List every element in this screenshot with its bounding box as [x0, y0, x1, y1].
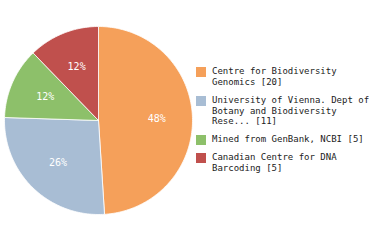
html-text:University of Vienna. Dept of: University of Vienna. Dept of Botany and… — [212, 94, 370, 127]
svg-text:48%: 48% — [148, 113, 166, 124]
html-text:Canadian Centre for DNA Barcod: Canadian Centre for DNA Barcoding [5] — [212, 152, 337, 173]
svg-text:26%: 26% — [49, 157, 67, 168]
svg-text:12%: 12% — [68, 61, 86, 72]
svg-text:12%: 12% — [36, 91, 54, 102]
html-text:Centre for Biodiversity Genomi: Centre for Biodiversity Genomics [20] — [212, 66, 337, 87]
html-text:Mined from GenBank, NCBI [5]: Mined from GenBank, NCBI [5] — [212, 134, 364, 145]
